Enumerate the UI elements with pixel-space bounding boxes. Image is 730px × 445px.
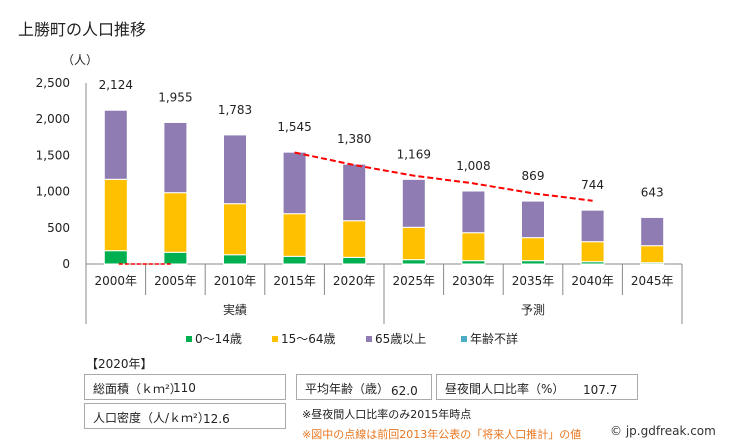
bar-segment	[342, 163, 367, 222]
bar-segment	[640, 245, 665, 264]
x-tick-label: 2015年	[273, 274, 316, 288]
legend-swatch-0-14	[186, 335, 192, 342]
note-day-night: ※昼夜間人口比率のみ2015年時点	[302, 408, 472, 421]
legend-item-15-64: 15〜64歳	[272, 330, 336, 347]
bar-total-label: 869	[522, 169, 545, 183]
day-night-ratio-value: 107.7	[583, 383, 618, 397]
x-tick-label: 2045年	[631, 274, 674, 288]
bar-segment	[223, 254, 247, 265]
legend-label-unknown: 年齢不詳	[470, 332, 519, 346]
x-group-label: 予測	[521, 303, 545, 317]
bar-total-label: 1,783	[218, 103, 252, 117]
x-tick-label: 2010年	[214, 274, 257, 288]
legend-item-0-14: 0〜14歳	[186, 330, 242, 347]
legend-label-0-14: 0〜14歳	[195, 332, 242, 346]
avg-age-box: 平均年齢（歳） 62.0	[296, 374, 432, 400]
x-tick-label: 2020年	[333, 274, 376, 288]
density-box: 人口密度（人/ｋｍ²） 12.6	[84, 403, 286, 429]
legend-item-unknown: 年齢不詳	[461, 330, 518, 347]
previous-projection-line	[294, 151, 593, 202]
copyright: © jp.gdfreak.com	[610, 424, 716, 438]
legend-item-65-plus: 65歳以上	[366, 330, 426, 347]
y-tick-label: 1,000	[36, 185, 70, 199]
x-tick-label: 2025年	[393, 274, 436, 288]
chart-title: 上勝町の人口推移	[18, 20, 147, 39]
bar-segment	[282, 255, 307, 265]
bar-segment	[640, 216, 665, 247]
day-night-ratio-label: 昼夜間人口比率（%）	[445, 382, 565, 396]
legend-label-15-64: 15〜64歳	[281, 332, 336, 346]
day-night-ratio-box: 昼夜間人口比率（%） 107.7	[436, 374, 638, 400]
bar-segment	[401, 178, 426, 228]
bar-segment	[282, 213, 307, 257]
note-dashed-line: ※図中の点線は前回2013年公表の「将来人口推計」の値	[302, 428, 582, 441]
bar-total-label: 2,124	[99, 78, 133, 92]
bar-segment	[401, 226, 426, 261]
bar-segment	[282, 151, 307, 215]
bar-segment	[103, 178, 128, 252]
bar-segment	[461, 190, 486, 234]
bar-segment	[163, 121, 188, 194]
bar-segment	[163, 251, 188, 265]
bar-segment	[103, 250, 128, 265]
area-label: 総面積（ｋｍ²）	[93, 382, 182, 396]
legend-label-65-plus: 65歳以上	[375, 332, 427, 346]
bar-total-label: 1,380	[337, 132, 371, 146]
bar-total-label: 1,008	[456, 159, 490, 173]
bar-segment	[580, 241, 605, 263]
x-group-label: 実績	[223, 302, 247, 317]
x-tick-label: 2005年	[154, 274, 197, 288]
bar-segment	[580, 209, 605, 243]
bar-segment	[342, 256, 367, 265]
bar-segment	[342, 220, 367, 258]
y-axis-label: （人）	[62, 53, 98, 67]
y-tick-label: 0	[62, 257, 70, 271]
bar-segment	[223, 203, 247, 256]
legend-swatch-unknown	[461, 335, 467, 342]
legend-swatch-15-64	[272, 335, 278, 342]
legend-swatch-65-plus	[366, 335, 372, 342]
bar-total-label: 1,955	[158, 90, 192, 104]
y-tick-label: 2,000	[36, 112, 70, 126]
x-tick-label: 2035年	[512, 274, 555, 288]
bar-segment	[461, 232, 486, 262]
density-value: 12.6	[203, 412, 230, 426]
bar-segment	[103, 109, 128, 180]
avg-age-label: 平均年齢（歳）	[305, 382, 390, 396]
y-tick-label: 2,500	[36, 76, 70, 90]
bar-segment	[223, 134, 247, 205]
bar-total-label: 1,545	[277, 120, 311, 134]
info-year-tag: 【2020年】	[86, 357, 153, 371]
y-tick-label: 500	[47, 221, 70, 235]
x-tick-label: 2000年	[95, 274, 138, 288]
x-tick-label: 2040年	[571, 274, 614, 288]
density-label: 人口密度（人/ｋｍ²）	[93, 411, 210, 425]
bar-total-label: 744	[581, 178, 604, 192]
x-tick-label: 2030年	[452, 274, 495, 288]
area-box: 総面積（ｋｍ²） 110	[84, 374, 286, 400]
bar-segment	[521, 237, 545, 262]
area-value: 110	[173, 381, 196, 395]
bar-segment	[401, 259, 426, 265]
population-chart: （人） 0 500 1,000 1,500 2,000 2,500 2000年 2005年 201…	[36, 53, 683, 324]
y-tick-label: 1,500	[36, 148, 70, 162]
bar-segment	[163, 192, 188, 253]
bar-total-label: 643	[641, 185, 664, 199]
bar-total-label: 1,169	[397, 147, 431, 161]
bar-segment	[521, 200, 545, 239]
avg-age-value: 62.0	[391, 384, 418, 398]
